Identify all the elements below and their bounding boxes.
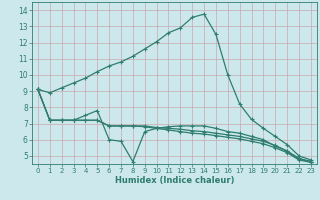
X-axis label: Humidex (Indice chaleur): Humidex (Indice chaleur)	[115, 176, 234, 185]
